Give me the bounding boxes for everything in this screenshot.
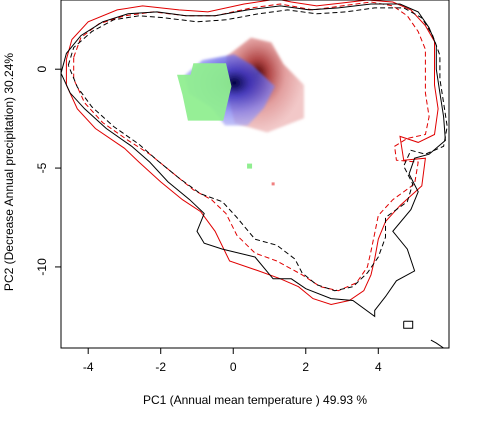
y-tick-label--10: -10: [35, 258, 49, 276]
y-axis-title: PC2 (Decrease Annual precipitation) 30.2…: [2, 53, 16, 291]
y-tick-label--5: -5: [35, 162, 49, 173]
y-tick-label-0: 0: [35, 66, 49, 73]
density-layer: [177, 37, 304, 133]
contour-red-solid-0: [65, 0, 439, 306]
contour-layer: [61, 0, 448, 348]
x-tick-label--2: -2: [155, 360, 166, 374]
point-red-1: [271, 182, 275, 186]
contour-black-solid-2: [61, 3, 446, 318]
x-tick-label-2: 2: [302, 360, 309, 374]
isolated-points: [247, 163, 275, 186]
x-axis-title: PC1 (Annual mean temperature ) 49.93 %: [143, 393, 367, 407]
x-tick-label--4: -4: [83, 360, 94, 374]
contour-red-dashed-1: [73, 1, 430, 292]
contour-black-solid-4: [403, 320, 414, 329]
plot-frame: [60, 0, 450, 349]
x-axis: -4 -2 0 2 4: [83, 348, 382, 374]
y-axis: 0 -5 -10: [35, 66, 61, 276]
x-tick-label-4: 4: [375, 360, 382, 374]
point-green-0: [247, 163, 253, 169]
x-tick-label-0: 0: [230, 360, 237, 374]
density-green: [177, 63, 232, 121]
contour-black-solid-5: [430, 339, 444, 348]
contour-black-dashed-3: [67, 7, 448, 292]
